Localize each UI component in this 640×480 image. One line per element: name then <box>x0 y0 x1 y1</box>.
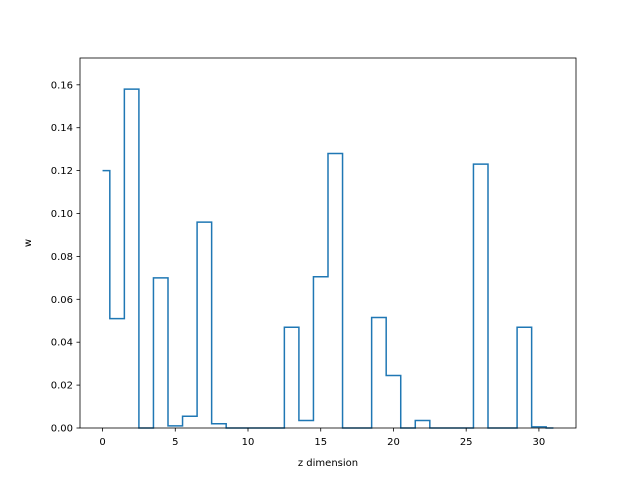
y-tick-label: 0.10 <box>51 209 73 220</box>
y-tick-label: 0.16 <box>51 80 73 91</box>
series-step-line <box>102 88 554 429</box>
x-tick-label: 0 <box>99 437 105 448</box>
x-tick-label: 25 <box>460 437 473 448</box>
x-axis-ticks: 0 5 10 15 20 25 30 <box>99 428 545 448</box>
x-tick-label: 5 <box>172 437 178 448</box>
y-tick-label: 0.06 <box>51 295 73 306</box>
y-tick-label: 0.12 <box>51 166 73 177</box>
y-axis-label: w <box>23 239 34 247</box>
x-tick-label: 15 <box>314 437 327 448</box>
x-tick-label: 20 <box>387 437 400 448</box>
y-tick-label: 0.02 <box>51 381 73 392</box>
y-axis-ticks: 0.00 0.02 0.04 0.06 0.08 0.10 0.12 0.14 0.16 <box>51 80 80 435</box>
y-tick-label: 0.00 <box>51 424 73 435</box>
x-axis-label: z dimension <box>298 458 358 469</box>
y-tick-label: 0.04 <box>51 338 73 349</box>
x-tick-label: 10 <box>242 437 255 448</box>
x-tick-label: 30 <box>533 437 546 448</box>
plot-frame <box>79 57 577 429</box>
y-tick-label: 0.08 <box>51 252 73 263</box>
y-tick-label: 0.14 <box>51 123 73 134</box>
